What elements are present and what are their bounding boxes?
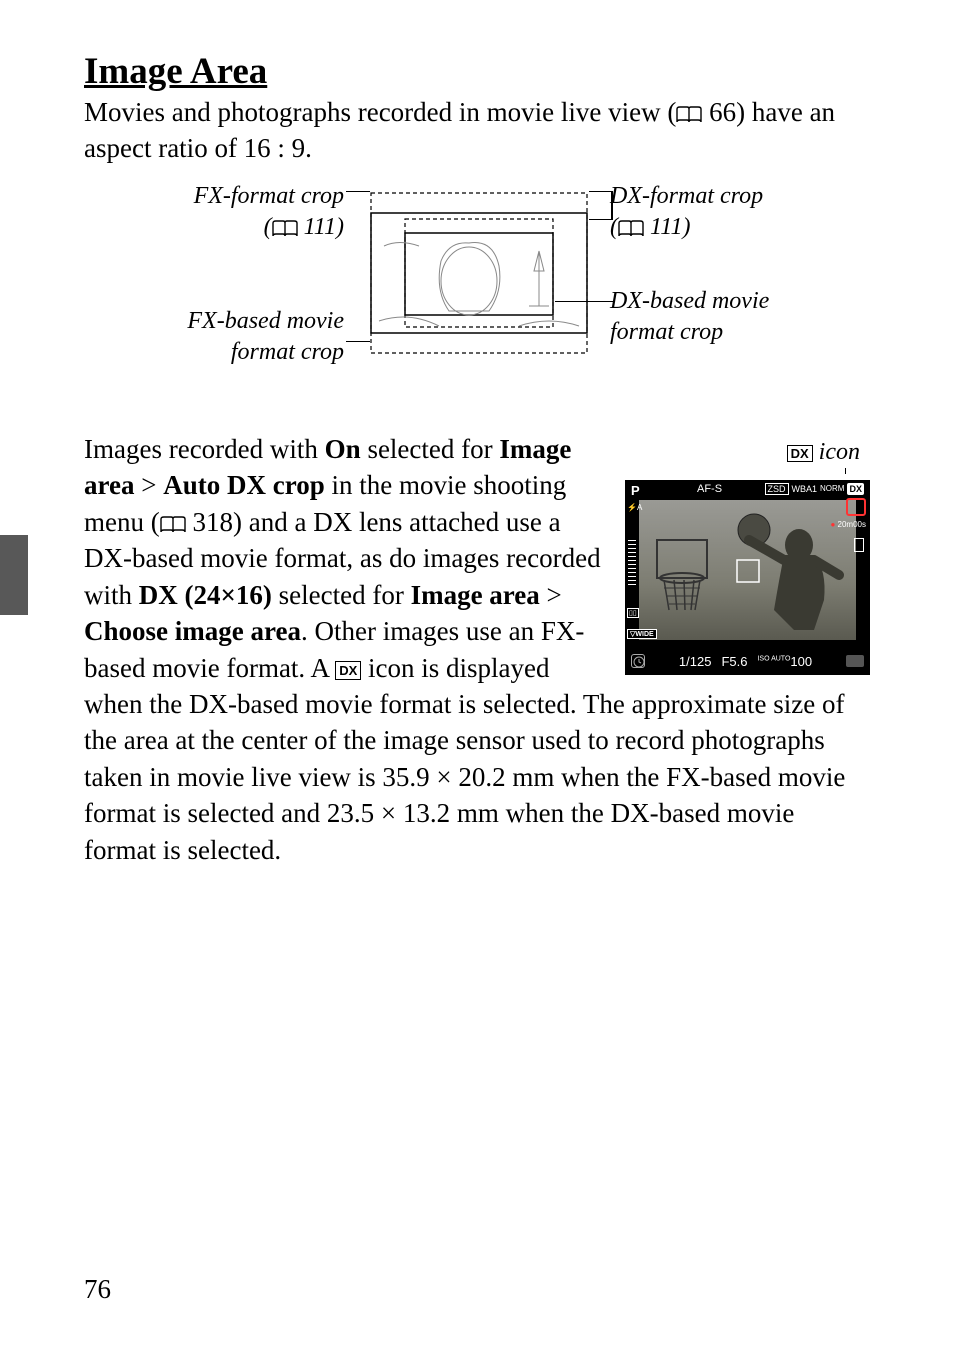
zsd-indicator: ZSD [765, 483, 789, 495]
preview-left-icons: ⚡A [627, 504, 642, 513]
battery-icon [854, 538, 864, 552]
shutter-speed: 1/125 [679, 654, 712, 669]
fx-format-crop-label: FX-format crop ( 111) [124, 181, 344, 243]
fx-format-ref: 111 [304, 214, 336, 240]
body-t1: Images recorded with [84, 434, 325, 464]
preview-icon-label: DX icon [625, 439, 870, 474]
body-b1: On [325, 434, 361, 464]
body-gt2: > [540, 580, 562, 610]
dx-format-crop-label: DX-format crop ( 111) [610, 181, 830, 243]
dx-format-suffix: ) [682, 214, 690, 240]
dx-highlight-box [846, 498, 866, 516]
book-icon [160, 516, 186, 534]
body-t5: selected for [272, 580, 411, 610]
dx-format-line1: DX-format crop [610, 183, 763, 209]
af-mode-indicator: AF-S [697, 483, 722, 495]
dx-movie-crop-label: DX-based movie format crop [610, 286, 830, 348]
book-icon [676, 106, 702, 124]
exposure-scale [628, 540, 636, 600]
crop-illustration [369, 191, 589, 361]
connector-line [589, 219, 613, 221]
connector-line [589, 191, 613, 193]
stabilization-indicator: ▯▯ [627, 608, 639, 618]
dx-icon-small: DX [787, 445, 813, 462]
quality-indicator: NORM [820, 484, 844, 493]
connector-line [555, 301, 613, 303]
exposure-readout: 1/125 F5.6 ISO AUTO100 [679, 654, 812, 669]
body-section: DX icon [84, 431, 870, 868]
body-b4: DX (24×16) [139, 580, 272, 610]
rec-time: ● 20m00s [830, 520, 866, 529]
dx-format-ref: 111 [650, 214, 682, 240]
callout-line [845, 468, 847, 474]
connector-line [346, 341, 370, 343]
dx-movie-line2: format crop [610, 319, 723, 345]
preview-icon-word: icon [813, 439, 860, 465]
connector-line [346, 191, 370, 193]
body-b5: Image area [411, 580, 540, 610]
fx-movie-line2: format crop [231, 339, 344, 365]
book-icon [272, 220, 298, 238]
intro-paragraph: Movies and photographs recorded in movie… [84, 94, 870, 167]
preview-photo [639, 500, 856, 640]
flash-indicator: ⚡A [627, 504, 642, 513]
body-b6: Choose image area [84, 616, 301, 646]
camera-lcd-screen: P AF-S ZSD WBA1 NORM DX ● 20m00s ⚡A [625, 480, 870, 675]
body-b3: Auto DX crop [163, 470, 325, 500]
body-gt1: > [134, 470, 163, 500]
fx-format-prefix: ( [264, 214, 272, 240]
wb-indicator: WBA1 [792, 484, 818, 494]
page-content: Image Area Movies and photographs record… [0, 0, 954, 898]
preview-top-right-icons: ZSD WBA1 NORM DX [765, 483, 864, 495]
fx-format-line1: FX-format crop [194, 183, 344, 209]
wide-indicator: ▽WIDE [627, 629, 657, 639]
page-number: 76 [84, 1274, 111, 1305]
fx-movie-line1: FX-based movie [187, 308, 344, 334]
fx-movie-crop-label: FX-based movie format crop [124, 306, 344, 368]
section-heading: Image Area [84, 50, 870, 93]
book-icon [618, 220, 644, 238]
camera-preview-block: DX icon [625, 439, 870, 675]
iso-readout: ISO AUTO100 [757, 654, 812, 669]
preview-bottom-bar: 1/125 F5.6 ISO AUTO100 [631, 654, 864, 669]
body-t2: selected for [361, 434, 500, 464]
connector-line [611, 191, 613, 220]
clock-icon [631, 654, 645, 668]
intro-ref-1: 66 [709, 97, 736, 127]
fx-format-suffix: ) [336, 214, 344, 240]
dx-movie-line1: DX-based movie [610, 288, 769, 314]
body-ref1: 318 [192, 507, 233, 537]
intro-text-1: Movies and photographs recorded in movie… [84, 97, 676, 127]
crop-diagram: FX-format crop ( 111) FX-based movie for… [84, 181, 870, 401]
dx-indicator-screen: DX [847, 483, 864, 495]
card-icon [846, 655, 864, 667]
mode-indicator: P [631, 483, 640, 498]
dx-icon-inline: DX [335, 661, 361, 681]
body-t7: icon is displayed when the DX-based movi… [84, 653, 845, 865]
aperture: F5.6 [721, 654, 747, 669]
rec-time-text: 20m00s [838, 520, 866, 529]
